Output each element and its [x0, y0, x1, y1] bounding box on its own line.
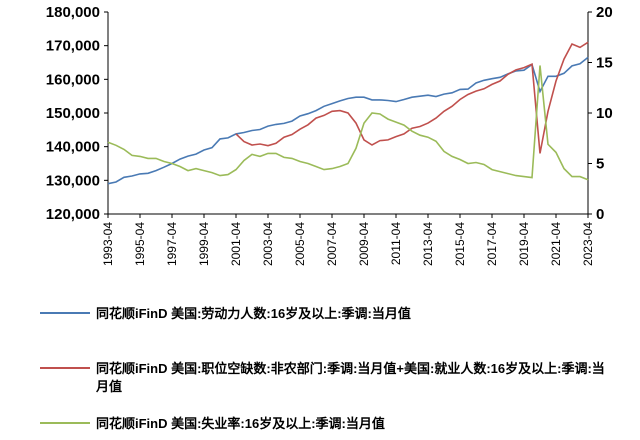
series-line — [235, 41, 589, 154]
x-tick-label: 2013-04 — [421, 222, 435, 266]
series-line — [107, 65, 589, 181]
y-tick-label: 130,000 — [46, 172, 100, 189]
x-tick-label: 2019-04 — [517, 222, 531, 266]
y2-tick-label: 10 — [596, 105, 613, 122]
y-tick-label: 170,000 — [46, 38, 100, 55]
x-tick-label: 2009-04 — [357, 222, 371, 266]
y-tick-label: 180,000 — [46, 4, 100, 21]
x-tick-label: 1999-04 — [197, 222, 211, 266]
y-tick-label: 140,000 — [46, 139, 100, 156]
x-tick-label: 2023-04 — [581, 222, 595, 266]
x-tick-label: 2007-04 — [325, 222, 339, 266]
series-line — [107, 56, 589, 185]
x-tick-label: 2001-04 — [229, 222, 243, 266]
legend-label: 同花顺iFinD 美国:职位空缺数:非农部门:季调:当月值+美国:就业人数:16… — [95, 361, 605, 394]
x-tick-label: 2021-04 — [549, 222, 563, 266]
y2-tick-label: 20 — [596, 4, 613, 21]
legend-label: 同花顺iFinD 美国:劳动力人数:16岁及以上:季调:当月值 — [96, 306, 411, 321]
y2-tick-label: 5 — [596, 156, 604, 173]
y2-tick-label: 0 — [596, 206, 604, 223]
legend-label: 同花顺iFinD 美国:失业率:16岁及以上:季调:当月值 — [96, 416, 385, 431]
y-tick-label: 120,000 — [46, 206, 100, 223]
y-tick-label: 150,000 — [46, 105, 100, 122]
y2-tick-label: 15 — [596, 55, 613, 72]
legend-line: 月值 — [95, 379, 122, 394]
y-tick-label: 160,000 — [46, 71, 100, 88]
x-tick-label: 2005-04 — [293, 222, 307, 266]
x-tick-label: 1995-04 — [133, 222, 147, 266]
legend-line: 同花顺iFinD 美国:职位空缺数:非农部门:季调:当月值+美国:就业人数:16… — [96, 361, 605, 376]
x-tick-label: 2003-04 — [261, 222, 275, 266]
x-tick-label: 2011-04 — [389, 222, 403, 265]
x-tick-label: 1993-04 — [101, 222, 115, 266]
x-tick-label: 1997-04 — [165, 222, 179, 266]
x-tick-label: 2015-04 — [453, 222, 467, 266]
x-tick-label: 2017-04 — [485, 222, 499, 266]
